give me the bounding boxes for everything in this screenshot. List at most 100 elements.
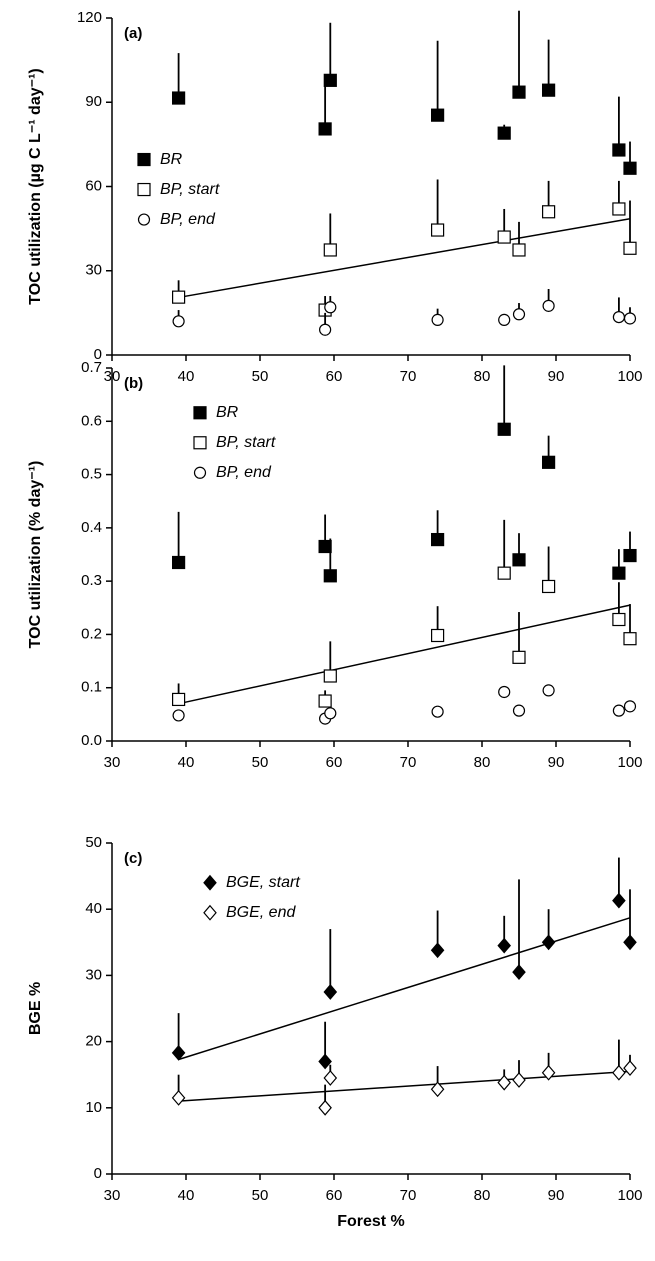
marker (431, 223, 445, 237)
marker (497, 422, 511, 436)
legend-marker (193, 436, 207, 450)
marker (172, 555, 186, 570)
x-tick-label: 40 (178, 1187, 195, 1204)
marker (612, 704, 626, 717)
legend-label: BGE, end (226, 904, 296, 921)
y-tick-label: 90 (85, 93, 102, 110)
marker (172, 709, 185, 722)
y-tick-label: 0.1 (81, 679, 102, 696)
x-tick-label: 40 (178, 368, 195, 385)
legend-label: BP, end (216, 464, 272, 481)
y-tick-label: 50 (85, 834, 102, 851)
x-tick-label: 100 (617, 754, 642, 771)
marker (541, 205, 556, 219)
marker (612, 310, 626, 324)
y-tick-label: 0.6 (81, 412, 102, 429)
marker (497, 1074, 511, 1091)
marker (172, 91, 186, 105)
legend-marker (137, 152, 151, 167)
marker (323, 669, 337, 683)
legend-marker (137, 182, 151, 197)
marker (431, 532, 445, 547)
legend-marker (137, 213, 151, 226)
y-axis-title: TOC utilization (% day⁻¹) (27, 461, 44, 649)
y-tick-label: 0.7 (81, 359, 102, 376)
x-tick-label: 80 (474, 754, 491, 771)
marker (497, 566, 511, 580)
x-tick-label: 70 (400, 368, 417, 385)
trend-line (178, 917, 631, 1061)
x-tick-label: 30 (104, 754, 121, 771)
legend-marker (203, 904, 217, 921)
y-tick-label: 0.5 (81, 466, 102, 483)
marker (171, 1044, 186, 1061)
marker (512, 1072, 526, 1088)
legend-marker (203, 874, 217, 891)
marker (323, 569, 337, 583)
y-tick-label: 30 (85, 262, 102, 279)
marker (512, 964, 526, 981)
y-tick-label: 0 (94, 1165, 102, 1182)
marker (612, 566, 626, 580)
marker (431, 108, 445, 122)
marker (623, 934, 637, 951)
marker (323, 243, 337, 257)
marker (318, 694, 332, 708)
trend-line (178, 218, 631, 299)
marker (318, 1099, 332, 1116)
y-tick-label: 0.3 (81, 572, 102, 589)
marker (497, 937, 511, 954)
marker (323, 1070, 338, 1086)
y-tick-label: 30 (85, 966, 102, 983)
y-tick-label: 10 (85, 1099, 102, 1116)
marker (612, 892, 626, 909)
x-tick-label: 40 (178, 754, 195, 771)
marker (430, 942, 445, 959)
y-tick-label: 40 (85, 900, 102, 917)
marker (623, 312, 637, 325)
marker (612, 202, 626, 216)
y-tick-label: 0.0 (81, 732, 102, 749)
legend-label: BP, start (160, 181, 220, 198)
x-tick-label: 60 (326, 368, 343, 385)
x-tick-label: 30 (104, 1187, 121, 1204)
legend-label: BP, end (160, 211, 216, 228)
legend-label: BR (216, 404, 239, 421)
marker (430, 1081, 445, 1098)
y-tick-label: 0.2 (81, 625, 102, 642)
legend-marker (193, 406, 207, 420)
legend-label: BR (160, 151, 183, 168)
marker (512, 704, 526, 717)
x-tick-label: 70 (400, 1187, 417, 1204)
marker (541, 455, 556, 469)
marker (497, 230, 511, 244)
legend-marker (193, 466, 207, 479)
x-tick-label: 90 (548, 368, 565, 385)
marker (323, 73, 337, 87)
marker (431, 313, 444, 326)
marker (542, 684, 555, 697)
panel-label: (a) (124, 25, 142, 42)
x-axis-title: Forest % (337, 1213, 405, 1230)
marker (623, 241, 637, 255)
marker (512, 553, 526, 567)
marker (319, 323, 332, 336)
marker (323, 984, 338, 1000)
x-tick-label: 80 (474, 1187, 491, 1204)
marker (324, 707, 337, 720)
x-tick-label: 90 (548, 1187, 565, 1204)
x-tick-label: 90 (548, 754, 565, 771)
marker (623, 548, 637, 563)
marker (318, 122, 332, 136)
marker (541, 1064, 556, 1081)
x-tick-label: 100 (617, 1187, 642, 1204)
marker (612, 1064, 626, 1081)
marker (512, 85, 526, 99)
y-axis-title: TOC utilization (µg C L⁻¹ day⁻¹) (27, 68, 44, 304)
marker (318, 539, 332, 554)
marker (512, 308, 526, 321)
marker (431, 705, 444, 718)
marker (498, 685, 511, 699)
marker (172, 315, 185, 328)
y-tick-label: 20 (85, 1033, 102, 1050)
